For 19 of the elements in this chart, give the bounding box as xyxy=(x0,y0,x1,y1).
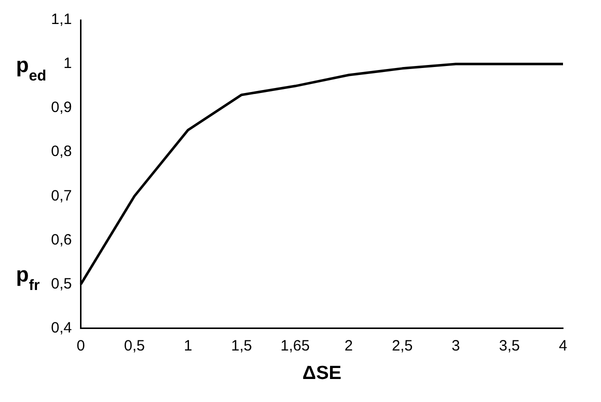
y-tick-label: 0,7 xyxy=(50,187,72,204)
x-tick-label: 1,65 xyxy=(280,337,310,354)
y-tick-label: 0,8 xyxy=(50,143,72,160)
y-tick-label: 0,5 xyxy=(50,275,72,292)
x-tick-label: 4 xyxy=(558,337,568,354)
x-tick-label: 0,5 xyxy=(124,337,145,354)
x-tick-label: 3 xyxy=(452,337,460,354)
x-axis-title: ΔSE xyxy=(302,362,342,384)
x-tick-label: 1 xyxy=(184,337,192,354)
y-tick-label: 0,9 xyxy=(50,99,72,116)
x-tick-label: 2 xyxy=(344,337,353,354)
y-tick-label: 0,4 xyxy=(50,319,72,336)
x-tick-label: 1,5 xyxy=(231,337,252,354)
y-tick-label: 0,6 xyxy=(50,231,72,248)
x-tick-label: 3,5 xyxy=(499,337,520,354)
x-tick-label: 0 xyxy=(76,337,86,354)
x-tick-label: 2,5 xyxy=(392,337,413,354)
y-tick-label: 1,1 xyxy=(50,11,72,28)
y-tick-label: 1 xyxy=(64,55,72,72)
